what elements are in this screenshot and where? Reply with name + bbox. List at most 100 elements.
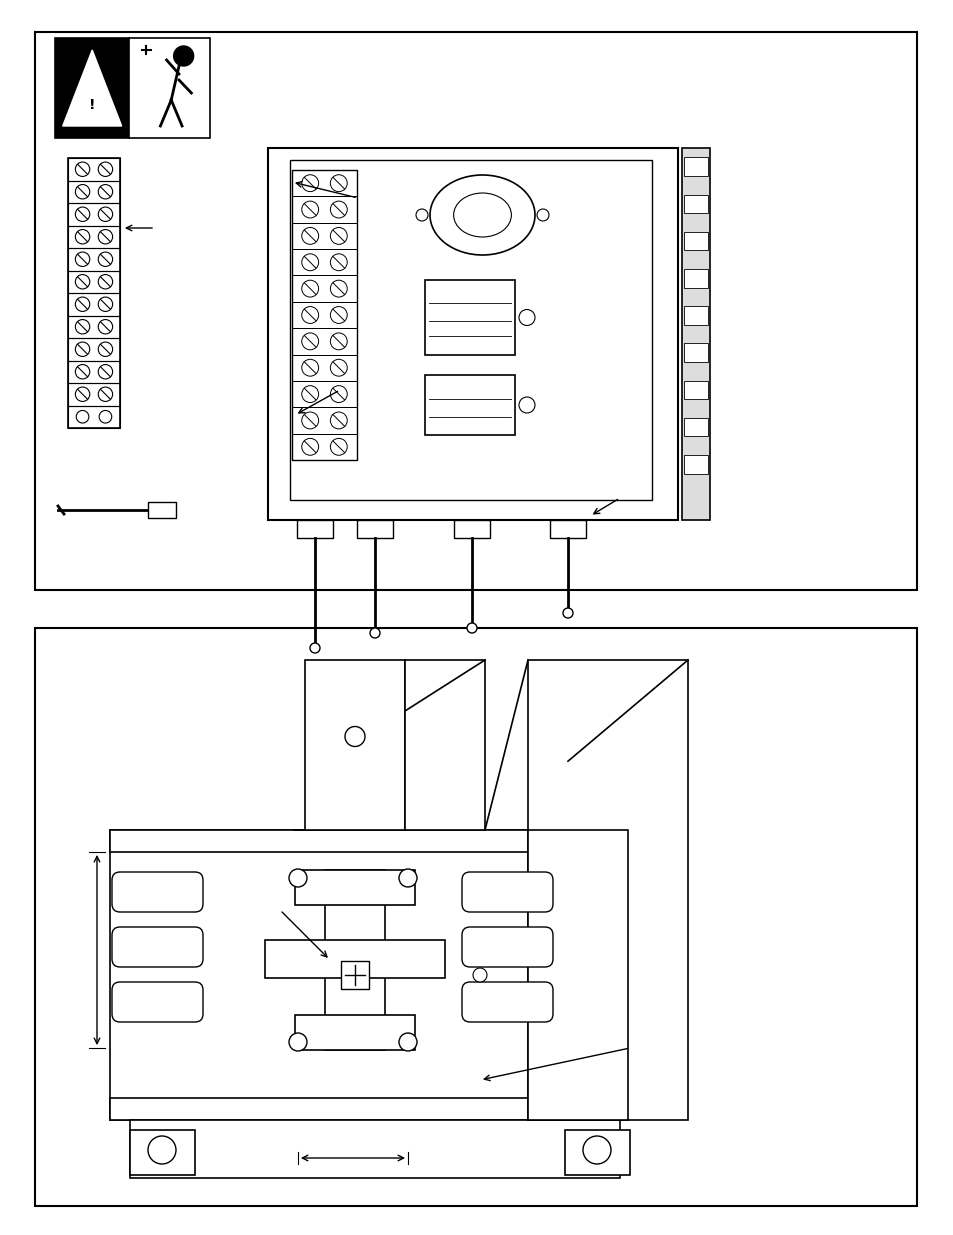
Circle shape <box>467 622 476 634</box>
Circle shape <box>98 387 112 401</box>
Bar <box>292 433 356 459</box>
Circle shape <box>330 201 347 219</box>
Bar <box>424 375 515 435</box>
Bar <box>68 270 120 293</box>
Circle shape <box>330 174 347 191</box>
Bar <box>148 501 175 517</box>
Circle shape <box>98 230 112 245</box>
Bar <box>35 629 916 1207</box>
Bar <box>325 869 385 1050</box>
Bar <box>564 1130 629 1174</box>
Circle shape <box>310 643 319 653</box>
Circle shape <box>301 333 318 350</box>
Ellipse shape <box>430 175 535 254</box>
Bar <box>110 830 619 1120</box>
Bar <box>292 380 356 408</box>
Bar <box>268 148 678 520</box>
Circle shape <box>173 46 193 65</box>
Bar <box>292 354 356 380</box>
Circle shape <box>75 252 90 267</box>
FancyBboxPatch shape <box>112 982 203 1023</box>
Bar <box>292 170 356 459</box>
Circle shape <box>518 396 535 412</box>
Bar <box>340 961 369 989</box>
Bar <box>527 830 627 1120</box>
Bar <box>356 520 393 538</box>
Circle shape <box>330 359 347 377</box>
Text: !: ! <box>89 98 95 112</box>
Bar <box>292 196 356 222</box>
Bar <box>294 869 415 905</box>
Bar <box>294 1015 415 1050</box>
Bar <box>68 405 120 429</box>
Circle shape <box>537 209 548 221</box>
Bar <box>292 222 356 249</box>
Circle shape <box>301 280 318 298</box>
Circle shape <box>98 320 112 333</box>
Bar <box>292 408 356 433</box>
Bar <box>55 38 130 138</box>
Bar <box>68 293 120 315</box>
Bar <box>68 383 120 405</box>
Circle shape <box>76 410 89 424</box>
Circle shape <box>98 252 112 267</box>
Bar <box>683 454 707 473</box>
Circle shape <box>330 254 347 270</box>
Circle shape <box>398 1032 416 1051</box>
Circle shape <box>301 385 318 403</box>
Circle shape <box>75 387 90 401</box>
Bar <box>68 158 120 429</box>
Bar <box>290 161 651 500</box>
Circle shape <box>75 207 90 221</box>
Circle shape <box>98 184 112 199</box>
Circle shape <box>98 274 112 289</box>
Bar <box>683 269 707 288</box>
FancyBboxPatch shape <box>461 872 553 911</box>
Circle shape <box>330 385 347 403</box>
Bar <box>68 158 120 180</box>
Circle shape <box>75 364 90 379</box>
Circle shape <box>301 359 318 377</box>
Bar <box>68 248 120 270</box>
Bar <box>305 659 405 830</box>
Circle shape <box>98 342 112 357</box>
Circle shape <box>99 410 112 424</box>
Circle shape <box>301 227 318 245</box>
Bar <box>130 1120 619 1178</box>
Bar <box>424 280 515 354</box>
Bar <box>130 38 210 138</box>
Circle shape <box>330 280 347 298</box>
FancyBboxPatch shape <box>461 927 553 967</box>
Bar <box>683 194 707 214</box>
Circle shape <box>75 184 90 199</box>
Circle shape <box>330 227 347 245</box>
Bar <box>683 380 707 399</box>
FancyBboxPatch shape <box>112 927 203 967</box>
Bar <box>292 329 356 354</box>
Circle shape <box>330 412 347 429</box>
Circle shape <box>289 869 307 887</box>
Circle shape <box>370 629 379 638</box>
Bar <box>292 249 356 275</box>
Circle shape <box>398 869 416 887</box>
Circle shape <box>301 174 318 191</box>
Circle shape <box>75 230 90 245</box>
Bar <box>265 940 444 978</box>
Bar <box>35 32 916 590</box>
Bar <box>292 301 356 329</box>
Circle shape <box>301 412 318 429</box>
Circle shape <box>345 726 365 746</box>
Bar <box>681 148 709 520</box>
Bar <box>527 659 687 1120</box>
FancyBboxPatch shape <box>461 982 553 1023</box>
Bar <box>683 306 707 325</box>
Circle shape <box>75 320 90 333</box>
Circle shape <box>289 1032 307 1051</box>
Circle shape <box>148 1136 175 1165</box>
Circle shape <box>75 342 90 357</box>
Polygon shape <box>63 49 122 126</box>
Circle shape <box>518 310 535 326</box>
Bar <box>550 520 585 538</box>
Circle shape <box>75 298 90 311</box>
Bar <box>683 417 707 436</box>
